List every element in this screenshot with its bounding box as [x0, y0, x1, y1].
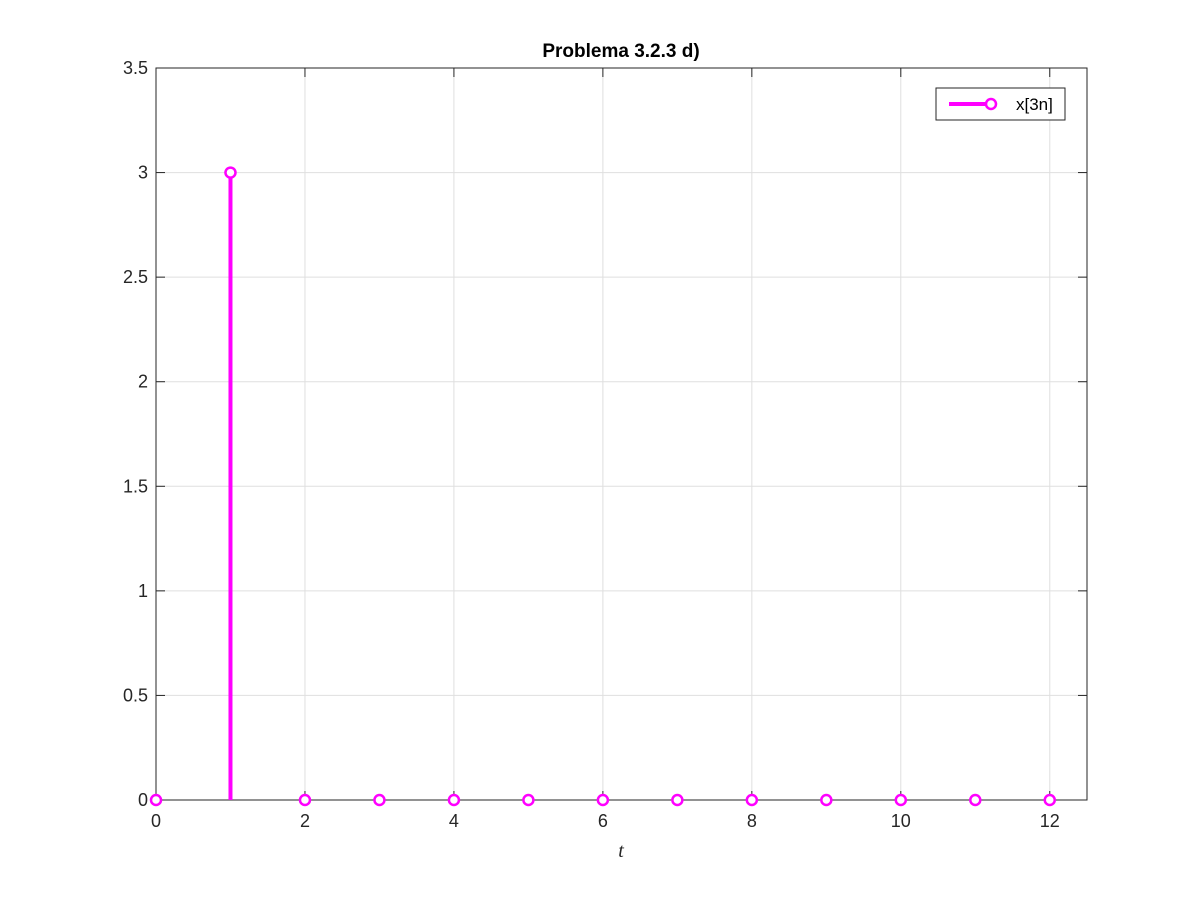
stem-marker: [522, 793, 535, 807]
x-tick-label: 10: [891, 811, 911, 831]
y-tick-label: 2: [138, 372, 148, 392]
stem-marker: [596, 793, 610, 807]
axes: 0 2 4 6 8 10 12 0 0.5 1 1.5 2 2.5 3 3.5: [123, 58, 1088, 831]
stem-marker: [447, 793, 461, 807]
y-tick-label: 3.5: [123, 58, 148, 78]
y-tick-label: 1.5: [123, 476, 148, 496]
y-tick-label: 3: [138, 163, 148, 183]
y-tick-label: 1: [138, 581, 148, 601]
x-tick-label: 8: [747, 811, 757, 831]
stem-marker: [224, 166, 237, 179]
stem-marker: [745, 793, 759, 807]
axes-box: [155, 67, 1088, 801]
stem-marker: [671, 793, 684, 807]
chart-title: Problema 3.2.3 d): [542, 41, 699, 62]
legend-marker-sample: [984, 97, 998, 111]
stem-marker: [373, 793, 386, 807]
plot-area: [156, 68, 1087, 800]
legend: x[3n]: [935, 87, 1066, 121]
stem-marker: [298, 793, 312, 807]
legend-label: x[3n]: [1016, 95, 1053, 114]
y-tick-label: 0.5: [123, 685, 148, 705]
stem-marker: [149, 793, 163, 807]
y-tick-label: 0: [138, 790, 148, 810]
x-tick-label: 6: [598, 811, 608, 831]
stem-marker: [1043, 793, 1057, 807]
y-tick-label: 2.5: [123, 267, 148, 287]
stem-marker: [969, 793, 982, 807]
data-marks: [149, 166, 1057, 807]
x-tick-label: 4: [449, 811, 459, 831]
stem-marker: [820, 793, 833, 807]
stem-marker: [894, 793, 908, 807]
x-tick-label: 0: [151, 811, 161, 831]
x-tick-label: 12: [1040, 811, 1060, 831]
x-tick-label: 2: [300, 811, 310, 831]
x-axis-label: t: [618, 840, 624, 862]
